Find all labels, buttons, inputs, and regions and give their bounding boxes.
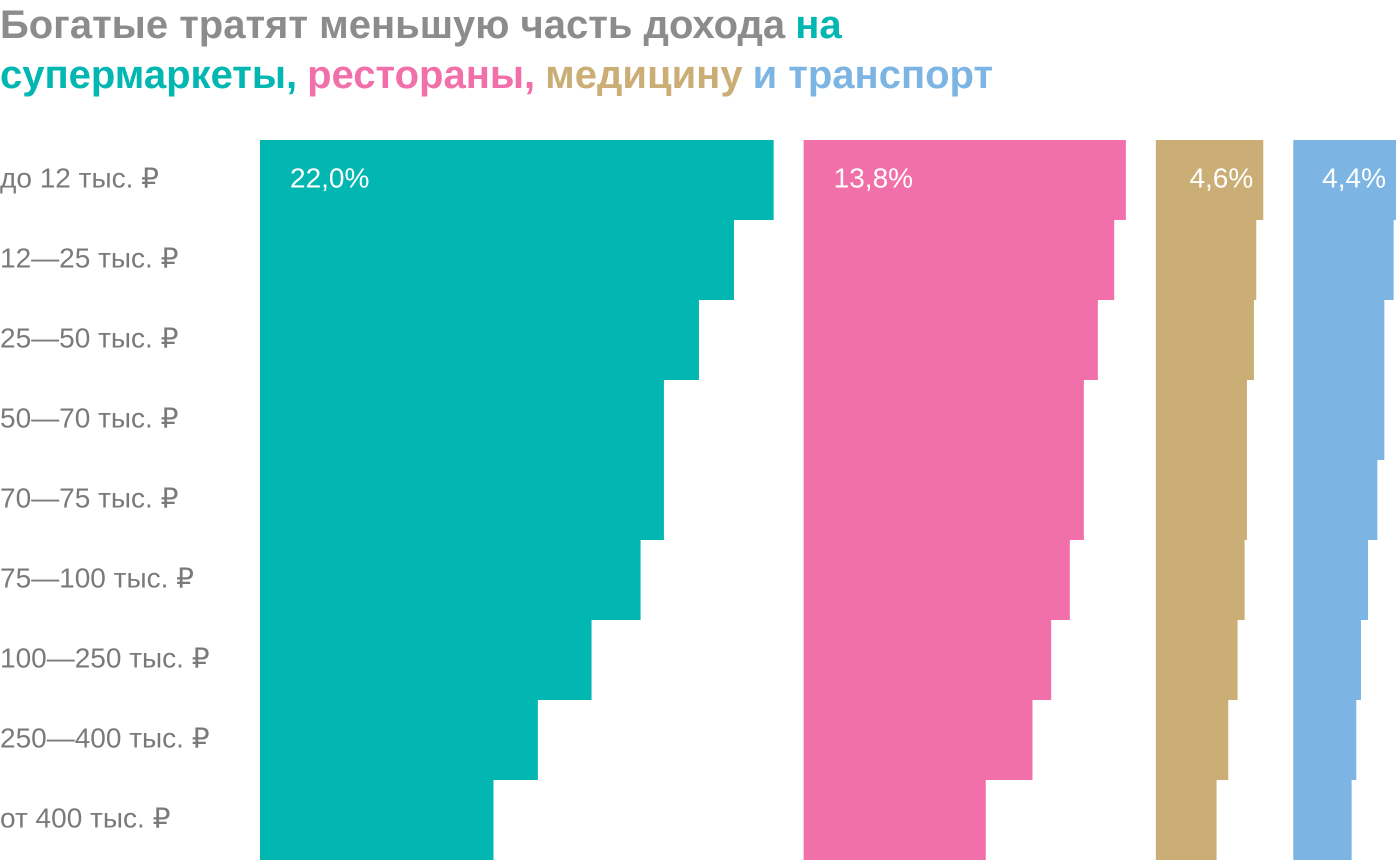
bar [803, 460, 1084, 540]
bar [803, 540, 1070, 620]
y-tick-label: 100—250 тыс. ₽ [0, 642, 210, 673]
y-tick-label: 250—400 тыс. ₽ [0, 722, 210, 753]
bar [803, 380, 1084, 460]
bar [803, 620, 1052, 700]
chart-title: Богатые тратят меньшую часть дохода на су… [0, 0, 1400, 100]
bar [1155, 620, 1238, 700]
title-text: Богатые тратят меньшую часть дохода [0, 3, 786, 47]
bar [803, 220, 1115, 300]
y-tick-label: 70—75 тыс. ₽ [0, 482, 178, 513]
bar [1293, 300, 1385, 380]
bar [1293, 620, 1361, 700]
bar [1155, 780, 1217, 860]
value-label: 22,0% [290, 162, 369, 193]
bar [1293, 380, 1385, 460]
value-label: 4,6% [1189, 162, 1253, 193]
y-tick-label: от 400 тыс. ₽ [0, 802, 170, 833]
bar [1293, 140, 1396, 220]
bar [1155, 140, 1264, 220]
bar [260, 380, 664, 460]
bar [1155, 380, 1247, 460]
bar [260, 220, 734, 300]
bar [1293, 700, 1357, 780]
bar [1155, 460, 1247, 540]
legend-entry: на супермаркеты, [0, 3, 842, 97]
bar [803, 700, 1033, 780]
bar [1293, 540, 1368, 620]
bar [260, 540, 641, 620]
bar [1155, 700, 1229, 780]
bar [1293, 780, 1352, 860]
bar [260, 300, 699, 380]
y-tick-label: 12—25 тыс. ₽ [0, 242, 178, 273]
bar [1155, 220, 1257, 300]
y-tick-label: 25—50 тыс. ₽ [0, 322, 178, 353]
value-label: 4,4% [1322, 162, 1386, 193]
value-label: 13,8% [834, 162, 913, 193]
bar [1293, 460, 1378, 540]
bar [1293, 220, 1394, 300]
bar [803, 300, 1098, 380]
bar [260, 780, 494, 860]
y-tick-label: 50—70 тыс. ₽ [0, 402, 178, 433]
bar [803, 140, 1126, 220]
bar [803, 780, 986, 860]
y-tick-label: 75—100 тыс. ₽ [0, 562, 194, 593]
bar [260, 620, 592, 700]
bar [260, 460, 664, 540]
bar [260, 700, 538, 780]
legend-entry: и транспорт [752, 53, 994, 97]
bar [1155, 540, 1245, 620]
legend-entry: медицину [545, 53, 743, 97]
y-tick-label: до 12 тыс. ₽ [0, 162, 159, 193]
bar [1155, 300, 1254, 380]
legend-entry: рестораны, [307, 53, 536, 97]
bar [260, 140, 774, 220]
